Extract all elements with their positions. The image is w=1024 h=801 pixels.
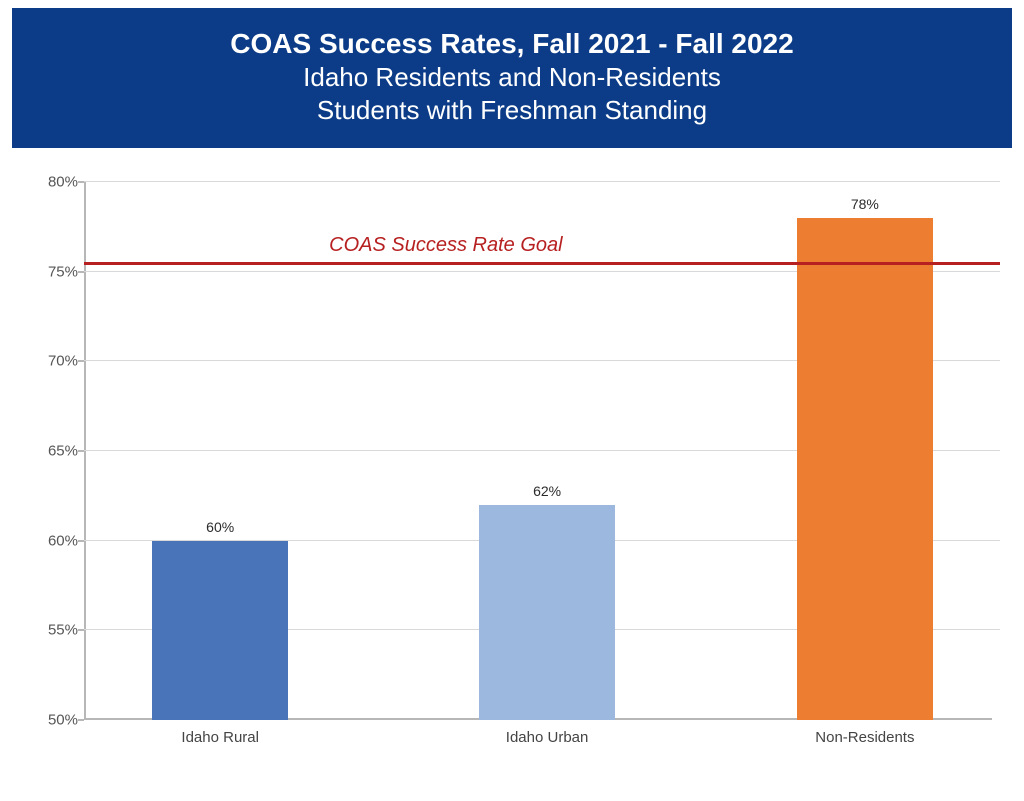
goal-reference-line [84, 262, 1000, 265]
y-tick-mark [78, 360, 84, 362]
y-tick-label: 75% [32, 263, 78, 280]
goal-label: COAS Success Rate Goal [329, 234, 562, 257]
x-category-label: Non-Residents [765, 729, 965, 746]
y-tick-mark [78, 540, 84, 542]
header-title: COAS Success Rates, Fall 2021 - Fall 202… [12, 26, 1012, 61]
bar [152, 541, 288, 720]
y-tick-label: 50% [32, 712, 78, 729]
y-tick-mark [78, 271, 84, 273]
bar-value-label: 78% [805, 196, 925, 212]
y-tick-mark [78, 719, 84, 721]
bar-value-label: 62% [487, 483, 607, 499]
chart-header: COAS Success Rates, Fall 2021 - Fall 202… [12, 8, 1012, 148]
gridline [84, 181, 1000, 182]
y-tick-mark [78, 450, 84, 452]
y-tick-mark [78, 629, 84, 631]
chart-container: 60% Idaho Rural 62% Idaho Urban 78% Non-Resid… [24, 170, 1000, 760]
header-subtitle-2: Students with Freshman Standing [12, 94, 1012, 127]
bar [797, 218, 933, 720]
bar-value-label: 60% [160, 519, 280, 535]
x-category-label: Idaho Urban [447, 729, 647, 746]
y-tick-label: 65% [32, 443, 78, 460]
plot-area: 60%Idaho Rural62%Idaho Urban78%Non-Resid… [84, 182, 992, 720]
x-category-label: Idaho Rural [120, 729, 320, 746]
bar [479, 505, 615, 720]
y-tick-label: 60% [32, 532, 78, 549]
y-tick-mark [78, 181, 84, 183]
y-tick-label: 70% [32, 353, 78, 370]
y-tick-label: 55% [32, 622, 78, 639]
y-tick-label: 80% [32, 174, 78, 191]
header-subtitle-1: Idaho Residents and Non-Residents [12, 61, 1012, 94]
